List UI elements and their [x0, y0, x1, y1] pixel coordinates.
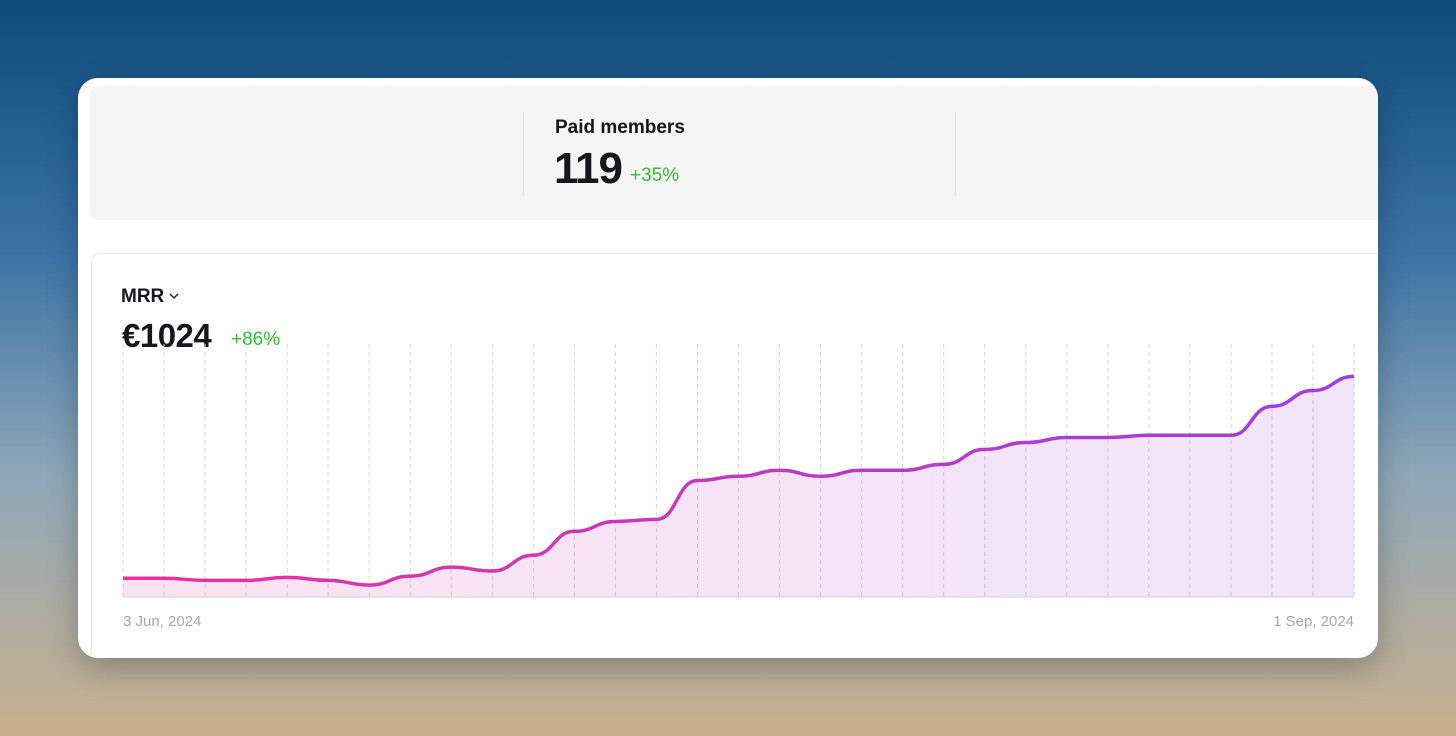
metric-value: €1024 — [122, 317, 212, 354]
metric-change: +86% — [231, 329, 281, 350]
chart: 3 Jun, 2024 1 Sep, 2024 — [122, 344, 1355, 630]
stats-panel — [90, 86, 1378, 220]
divider — [523, 112, 524, 196]
metric-selector[interactable]: MRR — [121, 286, 165, 307]
stat-label: Paid members — [555, 117, 685, 138]
stat-value: 119 — [554, 144, 623, 193]
area — [123, 376, 1354, 597]
x-tick-label: 1 Sep, 2024 — [1273, 613, 1354, 630]
divider — [955, 112, 956, 196]
line — [122, 374, 1355, 587]
x-tick-label: 3 Jun, 2024 — [123, 613, 201, 630]
card: Paid members 119 +35% MRR €1024 +86% 3 J… — [78, 78, 1378, 658]
chevron-icon[interactable] — [169, 292, 179, 300]
stat-change: +35% — [630, 165, 680, 186]
chart-box — [91, 253, 1378, 658]
